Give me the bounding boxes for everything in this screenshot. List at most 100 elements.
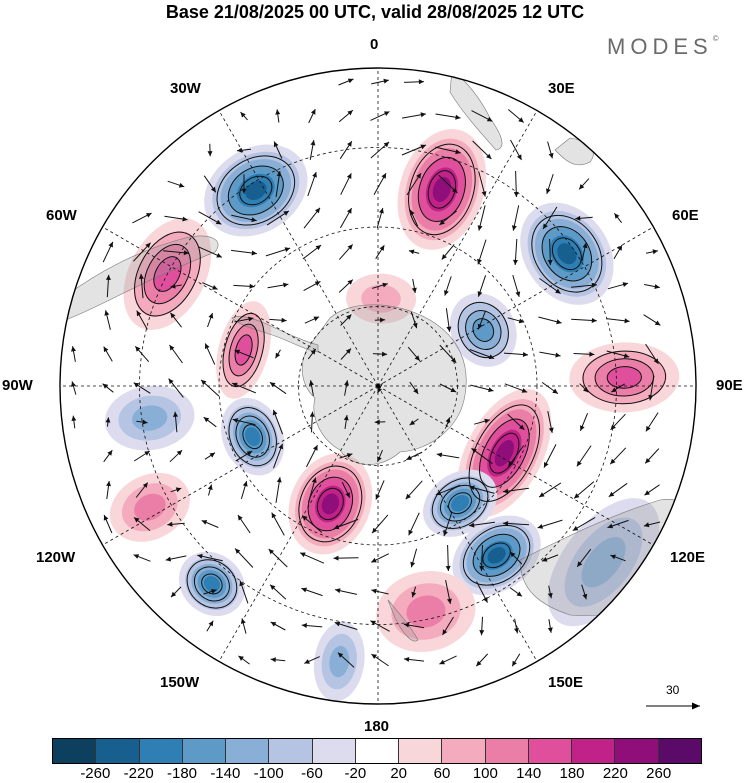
graticule <box>60 68 696 704</box>
anomaly-contour-line <box>606 366 642 389</box>
wind-vector-arrowhead <box>232 382 238 388</box>
antarctic-peninsula-landmass <box>231 316 319 353</box>
anomaly-contour-line <box>472 318 495 342</box>
wind-vector-arrowhead <box>420 112 426 118</box>
wind-vector-arrowhead <box>477 258 482 265</box>
wind-vector-arrowhead <box>450 357 457 363</box>
wind-vector-arrowhead <box>486 116 493 122</box>
wind-vector-arrowhead <box>344 380 349 386</box>
wind-vector-arrowhead <box>411 591 417 598</box>
anomaly-contour-line <box>235 415 270 458</box>
wind-vector-arrowhead <box>205 343 210 349</box>
wind-vector-arrowhead <box>170 283 176 289</box>
wind-vector-arrowhead <box>548 152 554 159</box>
wind-vector-arrowhead <box>108 241 113 248</box>
latitude-circle <box>139 147 617 625</box>
wind-vector-arrowhead <box>165 556 172 562</box>
anomaly-contour-line <box>143 243 192 305</box>
lon-label-120e: 120E <box>670 549 706 566</box>
lon-label-150e: 150E <box>548 674 584 691</box>
wind-vector-arrowhead <box>486 153 492 159</box>
wind-vector-arrowhead <box>643 522 650 528</box>
wind-vector-arrowhead <box>381 173 386 179</box>
wind-vector-arrowhead <box>442 629 448 635</box>
wind-vector-arrowhead <box>275 109 281 115</box>
anomaly-high-70w <box>216 301 272 399</box>
wind-vector-arrowhead <box>452 187 458 193</box>
wind-vector-arrowhead <box>272 409 278 416</box>
wind-vector-arrowhead <box>232 418 239 423</box>
wind-vector-arrowhead <box>439 219 445 225</box>
wind-vector-arrowhead <box>608 491 615 497</box>
wind-vector-arrowhead <box>167 521 173 527</box>
wind-vectors <box>71 78 661 668</box>
anomaly-contour-fill <box>361 284 401 313</box>
anomaly-contour-line <box>134 231 201 317</box>
wind-vector-arrowhead <box>302 515 308 521</box>
wind-vector-arrowhead <box>405 493 411 500</box>
meridian-line <box>214 385 379 669</box>
wind-vector-arrowhead <box>249 283 255 289</box>
wind-vector-arrowhead <box>335 588 341 594</box>
anomaly-contour-fill <box>203 576 221 592</box>
wind-vector-arrowhead <box>309 380 314 386</box>
wind-vector-arrowhead <box>471 448 477 454</box>
wind-vector-arrowhead <box>382 282 388 288</box>
wind-vector-arrowhead <box>278 443 284 450</box>
wind-vector-arrowhead <box>168 378 174 385</box>
wind-vector-arrowhead <box>211 589 217 594</box>
colorbar-swatch <box>442 739 486 763</box>
colorbar-swatch <box>226 739 270 763</box>
anomaly-contour-line <box>242 424 263 450</box>
anomaly-contour-line <box>228 323 259 377</box>
anomaly-contour-line <box>228 407 277 467</box>
meridian-line <box>377 103 542 387</box>
wind-vector-arrowhead <box>420 144 426 150</box>
wind-vector-arrowhead <box>572 525 579 531</box>
wind-vector-arrowhead <box>103 515 109 521</box>
reference-arrowhead <box>692 702 700 710</box>
wind-vector-arrowhead <box>574 493 580 499</box>
wind-vector-arrowhead <box>537 524 544 529</box>
wind-vector-arrowhead <box>176 450 183 456</box>
colorbar-ticks: -260 -220 -180 -140 -100 -60 -20 20 60 100 140 180 2… <box>52 764 702 783</box>
wind-vector-arrowhead <box>515 291 521 297</box>
colorbar <box>52 738 702 764</box>
wind-vector-arrowhead <box>503 488 509 494</box>
wind-vector-arrowhead <box>71 381 76 387</box>
wind-vector-arrowhead <box>271 512 277 519</box>
wind-vector-arrowhead <box>347 244 353 250</box>
wind-vector-arrowhead <box>270 657 276 663</box>
wind-vector-arrowhead <box>347 279 353 285</box>
colorbar-swatch <box>355 739 400 763</box>
wind-vector-arrowhead <box>377 387 382 393</box>
colorbar-tick-label: 260 <box>646 765 672 782</box>
wind-vector-arrowhead <box>476 660 482 667</box>
lon-label-90w: 90W <box>2 377 33 394</box>
wind-vector-arrowhead <box>134 517 140 523</box>
wind-vector-arrowhead <box>203 417 210 423</box>
brand-logo: MODES© <box>607 34 719 60</box>
anomaly-contour-fill <box>244 427 261 447</box>
wind-vector-arrowhead <box>270 584 276 590</box>
wind-vector-arrowhead <box>543 223 548 229</box>
anomaly-contour-fill <box>557 243 577 265</box>
wind-vector-arrowhead <box>197 553 203 559</box>
wind-vector-arrowhead <box>455 114 461 120</box>
wind-vector-arrowhead <box>133 554 140 559</box>
meridian-line <box>377 222 661 387</box>
wind-vector-arrowhead <box>105 274 111 280</box>
anomaly-contour-fill <box>134 493 166 521</box>
wind-vector-arrowhead <box>436 452 443 458</box>
wind-vector-arrowhead <box>142 419 148 425</box>
anomaly-contour-line <box>465 310 502 350</box>
colorbar-swatch <box>572 739 616 763</box>
anomaly-high-110e <box>457 388 552 518</box>
reference-vector <box>646 702 700 710</box>
wind-vector-arrowhead <box>345 348 351 354</box>
wind-vector-arrowhead <box>648 394 654 401</box>
wind-vector-arrowhead <box>208 620 214 627</box>
wind-vector-arrowhead <box>347 110 353 116</box>
wind-vector-arrowhead <box>315 207 320 214</box>
anomaly-contour-line <box>234 334 253 366</box>
